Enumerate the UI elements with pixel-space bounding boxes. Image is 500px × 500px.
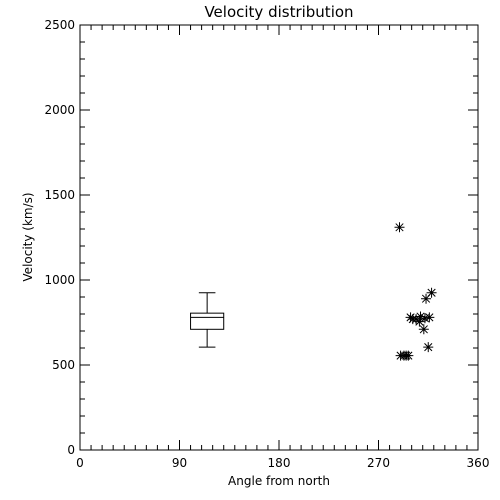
y-axis-label: Velocity (km/s): [21, 192, 35, 281]
data-point: [394, 222, 405, 233]
y-axis-ticks: 0 500 1000 1500 2000 2500: [44, 18, 478, 457]
x-tick-label: 180: [268, 456, 291, 470]
x-tick-label: 270: [367, 456, 390, 470]
x-axis-ticks: 0 90 180 270 360: [76, 25, 489, 470]
data-point: [423, 342, 434, 353]
chart-title: Velocity distribution: [204, 3, 353, 21]
scatter-series: [394, 222, 437, 361]
data-point: [403, 350, 414, 361]
x-tick-label: 360: [467, 456, 490, 470]
plot-frame: [79, 24, 479, 451]
data-point: [421, 293, 432, 304]
y-tick-label: 2000: [44, 103, 75, 117]
y-tick-label: 2500: [44, 18, 75, 32]
data-point: [426, 287, 437, 298]
x-tick-label: 90: [172, 456, 187, 470]
data-point: [411, 314, 422, 325]
y-tick-label: 1000: [44, 273, 75, 287]
box-plot: [190, 292, 225, 348]
x-tick-label: 0: [76, 456, 84, 470]
x-axis-label: Angle from north: [228, 474, 330, 488]
data-point: [418, 324, 429, 335]
y-tick-label: 500: [52, 358, 75, 372]
y-tick-label: 0: [67, 443, 75, 457]
data-point: [414, 316, 425, 327]
y-tick-label: 1500: [44, 188, 75, 202]
data-point: [415, 311, 426, 322]
data-point: [419, 313, 430, 324]
box-iqr: [190, 312, 225, 330]
data-point: [424, 312, 435, 323]
